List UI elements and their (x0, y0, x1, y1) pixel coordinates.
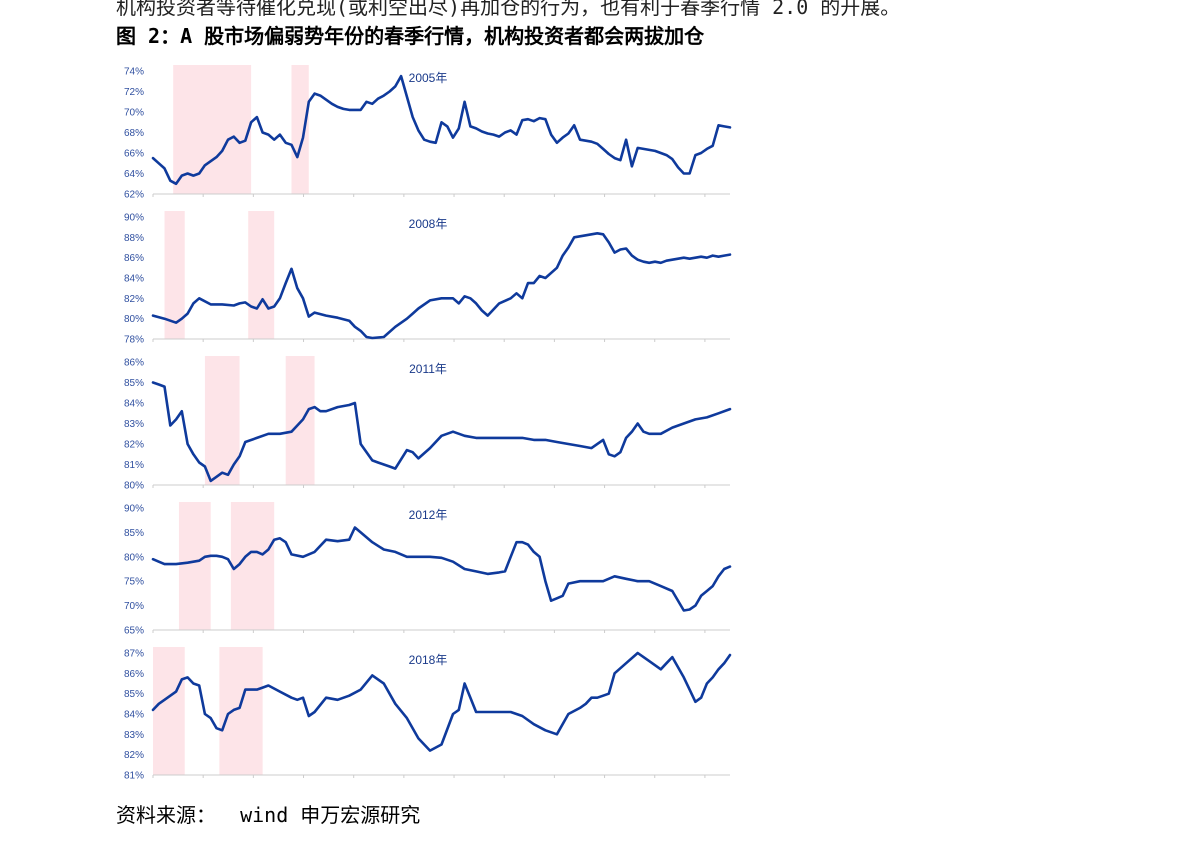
y-tick-label-3-1: 70% (124, 601, 144, 612)
y-tick-label-1-1: 80% (124, 314, 144, 325)
y-tick-label-3-5: 90% (124, 504, 144, 515)
chart-panel-0: 62% 64% 66% 68% 70% 72% 74% 2005年 (124, 65, 732, 201)
shaded-band-0-0 (173, 65, 252, 194)
panel-title-2: 2011年 (409, 362, 447, 376)
y-tick-label-0-4: 70% (124, 108, 144, 119)
y-tick-label-1-5: 88% (124, 233, 144, 244)
series-line-2 (151, 381, 732, 483)
y-tick-label-0-5: 72% (124, 87, 144, 98)
y-tick-label-4-3: 84% (124, 710, 144, 721)
y-tick-label-4-1: 82% (124, 750, 144, 761)
shaded-band-4-0 (153, 647, 185, 775)
y-tick-label-1-4: 86% (124, 253, 144, 264)
shaded-band-2-1 (285, 356, 315, 485)
y-tick-label-2-3: 83% (124, 419, 144, 430)
shaded-band-4-1 (219, 647, 263, 775)
y-tick-label-3-0: 65% (124, 626, 144, 637)
chart-panel-1: 78% 80% 82% 84% 86% 88% 90% 2008年 (124, 211, 732, 346)
y-tick-label-1-6: 90% (124, 213, 144, 224)
series-line-1 (151, 232, 732, 340)
intro-text: 机构投资者等待催化兑现(或利空出尽)再加仓的行为，也有利于春季行情 2.0 的开… (116, 0, 901, 19)
y-tick-label-0-6: 74% (124, 67, 144, 78)
y-tick-label-1-2: 82% (124, 294, 144, 305)
y-tick-label-4-6: 87% (124, 649, 144, 660)
panel-title-4: 2018年 (409, 653, 448, 667)
y-tick-label-4-0: 81% (124, 771, 144, 782)
panel-title-0: 2005年 (409, 71, 448, 85)
y-tick-label-2-0: 80% (124, 481, 144, 492)
y-tick-label-2-5: 85% (124, 378, 144, 389)
source-note: 资料来源： wind 申万宏源研究 (116, 803, 421, 827)
y-tick-label-2-1: 81% (124, 460, 144, 471)
y-tick-label-1-3: 84% (124, 274, 144, 285)
y-tick-label-3-4: 85% (124, 528, 144, 539)
chart-panel-3: 65% 70% 75% 80% 85% 90% 2012年 (124, 502, 732, 637)
y-tick-label-2-6: 86% (124, 358, 144, 369)
figure-title: 图 2：A 股市场偏弱势年份的春季行情，机构投资者都会两拔加仓 (116, 24, 705, 48)
series-line-0 (151, 74, 732, 186)
y-tick-label-4-4: 85% (124, 689, 144, 700)
y-tick-label-0-0: 62% (124, 190, 144, 201)
y-tick-label-3-2: 75% (124, 577, 144, 588)
y-tick-label-2-4: 84% (124, 399, 144, 410)
shaded-band-1-0 (164, 211, 185, 339)
chart-panel-4: 81% 82% 83% 84% 85% 86% 87% 2018年 (124, 647, 732, 782)
y-tick-label-0-3: 68% (124, 128, 144, 139)
series-line-4 (151, 651, 732, 752)
panel-title-1: 2008年 (409, 217, 448, 231)
y-tick-label-2-2: 82% (124, 440, 144, 451)
y-tick-label-0-2: 66% (124, 149, 144, 160)
shaded-band-1-1 (248, 211, 275, 339)
y-tick-label-4-2: 83% (124, 730, 144, 741)
panel-title-3: 2012年 (409, 508, 448, 522)
y-tick-label-1-0: 78% (124, 335, 144, 346)
shaded-band-3-0 (178, 502, 211, 630)
series-line-3 (151, 526, 732, 612)
y-tick-label-4-5: 86% (124, 669, 144, 680)
shaded-band-0-1 (291, 65, 309, 194)
chart-panel-2: 80% 81% 82% 83% 84% 85% 86% 2011年 (124, 356, 732, 492)
y-tick-label-3-3: 80% (124, 552, 144, 563)
y-tick-label-0-1: 64% (124, 169, 144, 180)
